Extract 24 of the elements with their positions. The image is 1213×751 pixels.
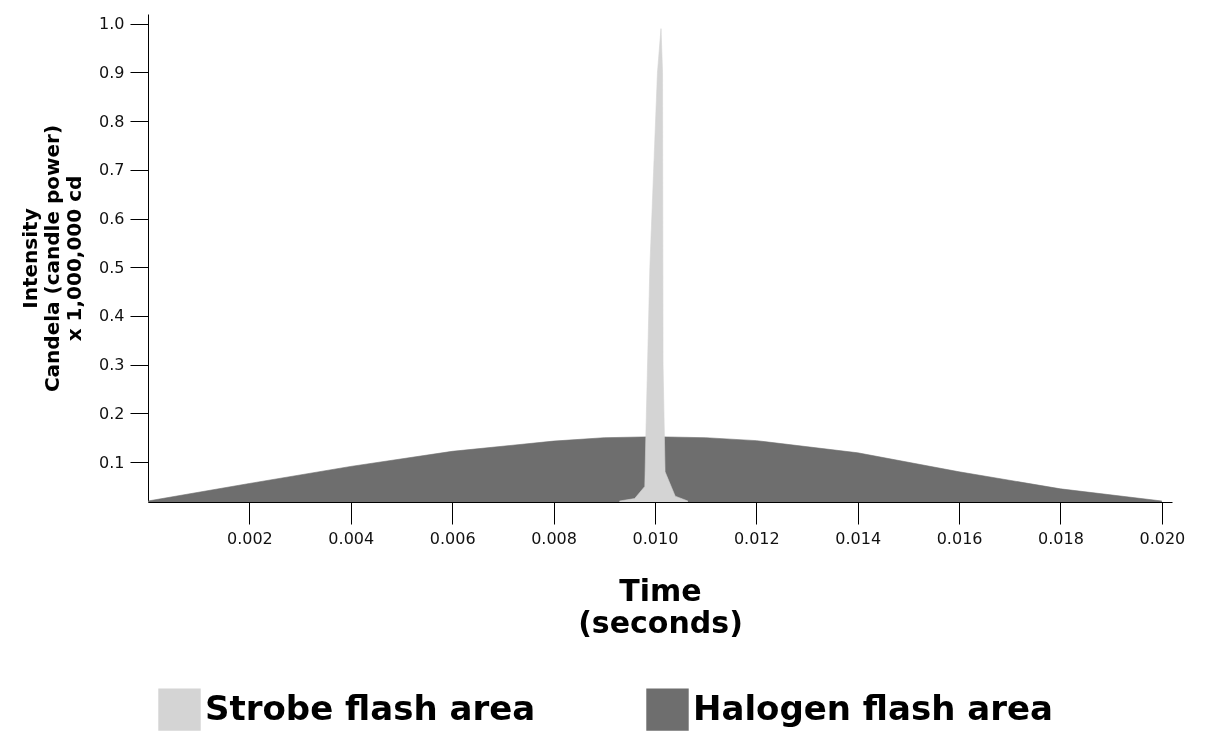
y-tick-label: 0.5 — [99, 257, 125, 277]
y-tick-label: 0.7 — [99, 160, 125, 180]
x-axis-title: Time (seconds) — [578, 572, 743, 640]
legend-label: Halogen flash area — [693, 687, 1053, 728]
x-tick-label: 0.016 — [936, 528, 983, 548]
x-tick-label: 0.006 — [429, 528, 476, 548]
x-tick-label: 0.020 — [1139, 528, 1186, 548]
y-tick-label: 0.8 — [99, 111, 125, 131]
y-tick-label: 0.9 — [99, 62, 125, 82]
y-tick-label: 0.4 — [99, 306, 125, 326]
x-tick-label: 0.014 — [835, 528, 882, 548]
x-tick-label: 0.004 — [328, 528, 375, 548]
y-tick-label: 0.3 — [99, 355, 125, 375]
y-axis-title: Intensity Candela (candle power) x 1,000,000 cd — [18, 124, 87, 393]
y-tick-label: 0.2 — [99, 403, 125, 423]
x-tick-label: 0.018 — [1038, 528, 1084, 548]
x-tick-label: 0.012 — [733, 528, 780, 548]
legend-label: Strobe flash area — [205, 687, 536, 728]
y-tick-label: 0.1 — [99, 452, 125, 472]
x-tick-label: 0.008 — [531, 528, 577, 548]
y-tick-label: 1.0 — [99, 14, 125, 34]
x-tick-label: 0.010 — [632, 528, 679, 548]
x-tick-label: 0.002 — [226, 528, 273, 548]
y-tick-label: 0.6 — [99, 209, 125, 229]
